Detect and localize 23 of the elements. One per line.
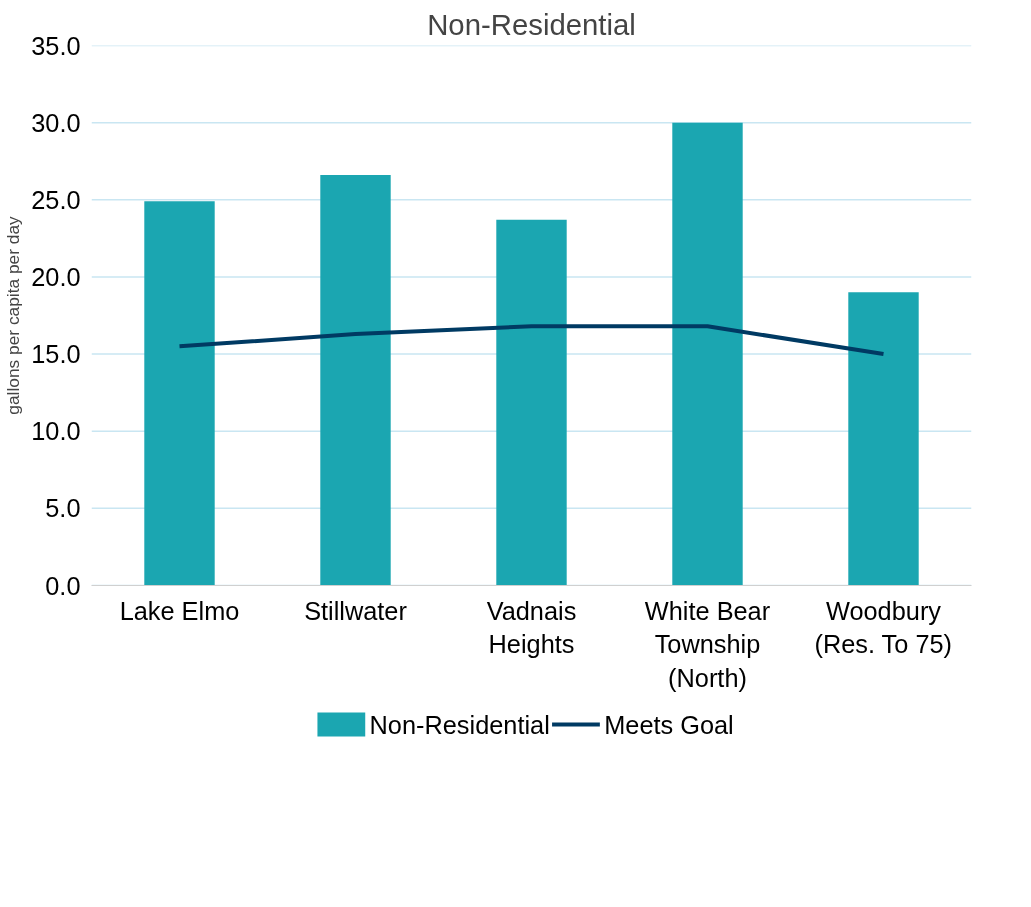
- legend-label: Meets Goal: [604, 710, 734, 739]
- y-tick-label: 30.0: [31, 108, 81, 137]
- bar: [144, 201, 215, 586]
- y-tick-label: 25.0: [31, 185, 81, 214]
- y-axis-title: gallons per capita per day: [3, 215, 24, 415]
- bar: [672, 122, 743, 586]
- x-tick-label: Vadnais Heights: [486, 596, 577, 659]
- y-tick-label: 5.0: [45, 494, 81, 523]
- chart-title: Non-Residential: [427, 7, 636, 41]
- y-tick-label: 15.0: [31, 340, 81, 369]
- x-tick-label: White Bear Township (North): [644, 596, 771, 692]
- x-tick-label: Woodbury (Res. To 75): [814, 596, 953, 659]
- y-tick-label: 20.0: [31, 262, 81, 291]
- legend-label: Non-Residential: [369, 710, 550, 739]
- x-tick-label: Stillwater: [304, 596, 408, 625]
- y-tick-label: 35.0: [31, 31, 81, 60]
- y-tick-label: 10.0: [31, 417, 81, 446]
- x-tick-label: Lake Elmo: [119, 596, 240, 625]
- bar: [496, 219, 567, 586]
- bar: [848, 292, 919, 586]
- line-series: [177, 324, 886, 357]
- bar: [320, 175, 391, 586]
- y-tick-label: 0.0: [45, 571, 81, 600]
